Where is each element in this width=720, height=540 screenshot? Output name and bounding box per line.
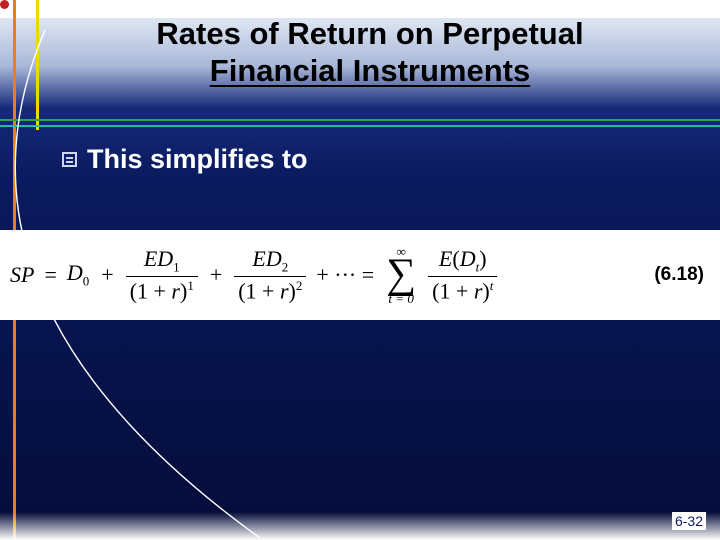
bottom-fade xyxy=(0,512,720,540)
eq-dots: + ··· = xyxy=(316,262,374,288)
eq-frac-sum: E(Dt) (1 + r)t xyxy=(428,247,497,302)
decor-green-line xyxy=(0,119,720,121)
eq-plus-2: + xyxy=(208,262,224,288)
eq-frac-2: ED2 (1 + r)2 xyxy=(234,247,306,302)
equation-number: (6.18) xyxy=(654,264,704,286)
slide-title-line1: Rates of Return on Perpetual xyxy=(156,16,583,51)
sigma-icon: ∑ xyxy=(386,258,416,292)
bullet-icon xyxy=(62,152,77,167)
eq-frac-1: ED1 (1 + r)1 xyxy=(126,247,198,302)
slide: Rates of Return on Perpetual Financial I… xyxy=(0,0,720,540)
slide-title-line2: Financial Instruments xyxy=(210,53,530,88)
equation-strip: SP = D0 + ED1 (1 + r)1 + ED xyxy=(0,230,720,320)
decor-yellow-line xyxy=(36,0,39,130)
eq-lhs: SP xyxy=(10,262,34,288)
page-number: 6-32 xyxy=(672,512,706,530)
eq-term-d0: D0 xyxy=(67,260,89,289)
bullet-text: This simplifies to xyxy=(87,144,308,175)
equation: SP = D0 + ED1 (1 + r)1 + ED xyxy=(10,230,712,320)
eq-plus-1: + xyxy=(99,262,115,288)
bullet-row: This simplifies to xyxy=(62,144,696,175)
slide-title: Rates of Return on Perpetual Financial I… xyxy=(60,16,680,89)
body-area: This simplifies to xyxy=(62,144,696,175)
decor-red-dot xyxy=(0,0,9,9)
eq-sum: ∞ ∑ t = 0 xyxy=(386,245,416,305)
decor-teal-line xyxy=(0,125,720,127)
eq-equals: = xyxy=(44,262,56,288)
